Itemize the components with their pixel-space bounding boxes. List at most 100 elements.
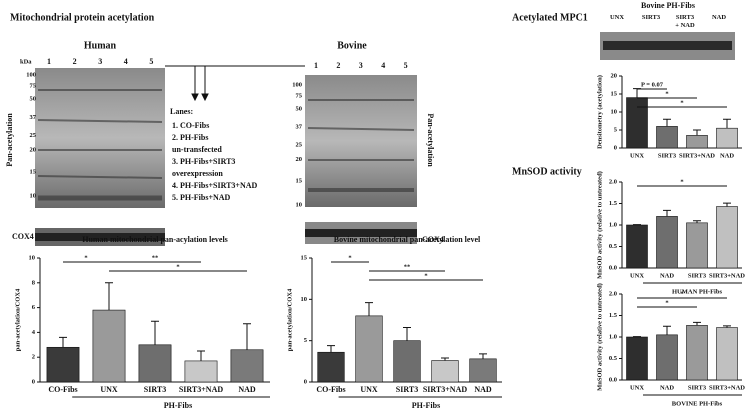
error-bar (723, 325, 731, 328)
cox4-band (35, 233, 165, 241)
bar (230, 349, 264, 383)
bar (92, 309, 126, 383)
x-tick-label: SIRT3 (688, 272, 707, 279)
lane-number: 2 (73, 57, 77, 66)
x-tick-label: NAD (660, 384, 674, 391)
y-tick-label: 2.0 (609, 290, 617, 297)
x-tick-label: UNX (630, 384, 644, 391)
mpc1-title: Acetylated MPC1 (512, 12, 588, 23)
lanes-title: Lanes: (170, 107, 193, 116)
error-bar (693, 129, 701, 136)
y-tick-label: 1.5 (609, 200, 618, 207)
lane-item: 2. PH-Fibs (172, 133, 208, 142)
lane-number: 3 (359, 61, 363, 70)
sig-label: ** (152, 254, 159, 261)
sig-label: * (680, 99, 683, 106)
y-tick-label: 4 (32, 329, 36, 336)
x-tick-label: SIRT3 (396, 385, 418, 394)
group-label: BOVINE PH-Fibs (672, 400, 723, 407)
y-tick-label: 1.5 (609, 312, 618, 319)
bar (686, 135, 708, 149)
error-bar (327, 345, 335, 353)
error-bar (723, 118, 731, 129)
y-tick-label: 2.0 (609, 178, 617, 185)
x-tick-label: NAD (720, 152, 734, 159)
error-bar (479, 353, 487, 359)
cox4-label: COX4 (12, 232, 34, 241)
lane-item: un-transfected (172, 145, 222, 154)
sig-label: * (176, 263, 179, 270)
lane-number: 4 (381, 61, 385, 70)
bar (355, 315, 383, 383)
bar (626, 336, 648, 381)
kda-marker: 100 (292, 81, 302, 88)
blot-bands (37, 89, 163, 201)
kda-marker: 50 (296, 105, 303, 112)
y-tick-label: 1.0 (609, 221, 617, 228)
y-tick-label: 5 (614, 126, 618, 133)
blot-ylabel: Pan-acetylation (426, 113, 435, 167)
error-bar (663, 118, 671, 127)
sig-label: * (680, 178, 683, 185)
error-bar (105, 282, 113, 311)
mpc1-lane-line: UNX (610, 14, 624, 21)
sig-label: * (348, 254, 351, 261)
kda-marker: 15 (30, 168, 37, 175)
x-tick-label: CO-Fibs (316, 385, 345, 394)
lane-arrows (165, 65, 305, 102)
y-axis-label: MnSOD activity (relative to untreated) (596, 283, 603, 391)
y-axis-label: Densitometry (acetylation) (596, 75, 603, 149)
y-axis-label: pan-acetylation/COX4 (14, 288, 21, 351)
error-bar (197, 350, 205, 361)
bar (686, 325, 708, 381)
y-tick-label: 8 (32, 279, 36, 286)
panel-title: Mitochondrial protein acetylation (10, 12, 155, 23)
kda-label: kDa (20, 58, 32, 65)
y-tick-label: 5 (304, 337, 308, 344)
blot-title: Human (84, 40, 117, 51)
lane-number: 3 (98, 57, 102, 66)
mpc1-lane: NAD (712, 14, 726, 21)
kda-marker: 37 (30, 114, 37, 121)
y-tick-label: 1.0 (609, 333, 617, 340)
lane-number: 5 (404, 61, 408, 70)
y-tick-label: 0 (614, 144, 617, 151)
bar (656, 216, 678, 269)
error-bar (441, 357, 449, 361)
bar (431, 360, 459, 383)
bar (716, 206, 738, 269)
bar (317, 351, 345, 383)
x-tick-label: SIRT3 (688, 384, 707, 391)
x-tick-label: CO-Fibs (48, 385, 77, 394)
bar (469, 358, 497, 383)
error-bar (243, 323, 251, 350)
kda-marker: 10 (30, 192, 37, 199)
error-bar (693, 220, 701, 223)
x-tick-label: SIRT3+NAD (179, 385, 224, 394)
error-bar (663, 325, 671, 335)
y-tick-label: 0.5 (609, 355, 618, 362)
x-tick-label: UNX (630, 152, 644, 159)
error-bar (365, 302, 373, 316)
lane-item: 4. PH-Fibs+SIRT3+NAD (172, 181, 258, 190)
bar (626, 224, 648, 269)
kda-marker: 75 (30, 82, 37, 89)
bar (716, 327, 738, 381)
lane-number: 4 (124, 57, 128, 66)
mpc1-lane-line: SIRT3 (676, 14, 695, 21)
chart-title: Human mitochondrial pan-acylation levels (82, 235, 228, 244)
x-tick-label: SIRT3+NAD (709, 384, 745, 391)
x-tick-label: SIRT3 (658, 152, 677, 159)
blot-title: Bovine (337, 40, 367, 51)
mpc1-lane-line: + NAD (675, 22, 695, 29)
bar (138, 344, 172, 383)
x-tick-label: NAD (474, 385, 492, 394)
blot-image (305, 75, 417, 207)
mpc1-lane-line: NAD (712, 14, 726, 21)
kda-marker: 25 (30, 132, 37, 139)
y-axis-label: pan-acetylation/COX4 (286, 288, 293, 351)
error-bar (403, 326, 411, 341)
lane-number: 2 (336, 61, 340, 70)
y-tick-label: 15 (301, 254, 308, 261)
x-tick-label: NAD (660, 272, 674, 279)
